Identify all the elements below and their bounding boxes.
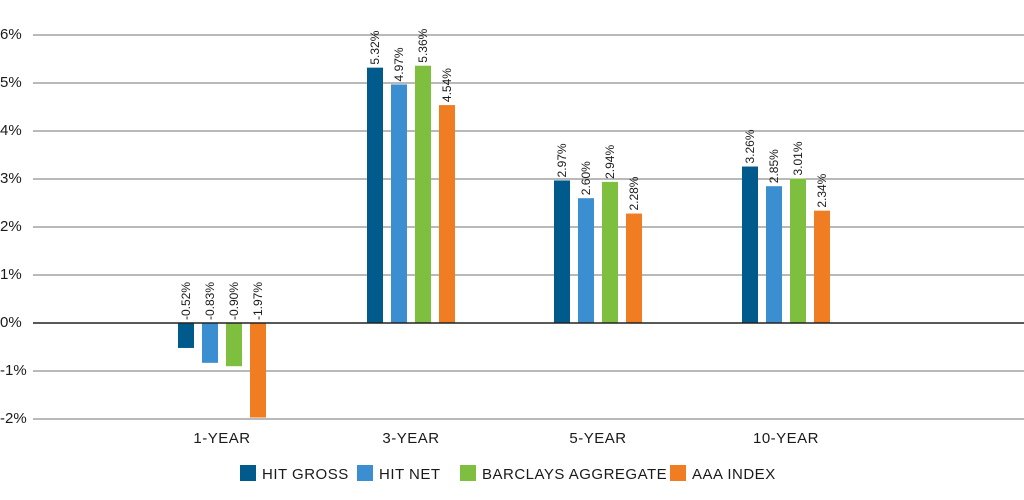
bar — [790, 178, 806, 323]
bars — [178, 65, 830, 418]
legend-label: AAA INDEX — [692, 466, 776, 483]
data-label: 2.97% — [555, 143, 569, 177]
legend-swatch — [670, 465, 686, 481]
legend-swatch — [460, 465, 476, 481]
data-label: 3.26% — [743, 129, 757, 163]
bar — [554, 180, 570, 323]
data-label: 2.34% — [815, 173, 829, 207]
data-label: -1.97% — [251, 282, 265, 320]
x-axis: 1-YEAR 3-YEAR 5-YEAR 10-YEAR — [193, 430, 819, 447]
data-label: 2.60% — [579, 161, 593, 195]
data-label: 3.01% — [791, 141, 805, 175]
legend-swatch — [240, 465, 256, 481]
bar — [250, 323, 266, 418]
data-label: -0.83% — [203, 282, 217, 320]
data-label: 5.32% — [368, 30, 382, 64]
x-tick-label: 1-YEAR — [193, 430, 250, 447]
y-tick-label: 4% — [0, 122, 22, 139]
y-tick-label: 2% — [0, 218, 22, 235]
legend: HIT GROSS HIT NET BARCLAYS AGGREGATE AAA IN… — [240, 465, 776, 483]
bar — [178, 323, 194, 348]
y-tick-label: 3% — [0, 170, 22, 187]
data-label: -0.90% — [227, 282, 241, 320]
bar — [415, 65, 431, 323]
bar — [766, 186, 782, 323]
x-tick-label: 3-YEAR — [382, 430, 439, 447]
bar — [391, 84, 407, 323]
bar — [626, 213, 642, 323]
y-tick-label: -1% — [0, 362, 27, 379]
x-tick-label: 5-YEAR — [569, 430, 626, 447]
y-tick-label: 1% — [0, 266, 22, 283]
data-label: 2.85% — [767, 149, 781, 183]
legend-swatch — [357, 465, 373, 481]
y-axis: 6% 5% 4% 3% 2% 1% 0% -1% -2% — [0, 26, 27, 427]
data-label: 5.36% — [416, 28, 430, 62]
legend-label: BARCLAYS AGGREGATE — [482, 466, 667, 483]
y-tick-label: 5% — [0, 74, 22, 91]
bar — [226, 323, 242, 367]
data-label: 4.54% — [440, 68, 454, 102]
bar — [202, 323, 218, 363]
data-label: 2.28% — [627, 176, 641, 210]
data-label: 2.94% — [603, 145, 617, 179]
legend-label: HIT GROSS — [262, 466, 349, 483]
y-tick-label: 0% — [0, 314, 22, 331]
y-tick-label: 6% — [0, 26, 22, 43]
y-tick-label: -2% — [0, 410, 27, 427]
bar — [814, 210, 830, 323]
grid-layer — [33, 34, 1024, 420]
bar — [439, 105, 455, 323]
legend-label: HIT NET — [379, 466, 441, 483]
data-label: 4.97% — [392, 47, 406, 81]
bar — [602, 181, 618, 323]
x-tick-label: 10-YEAR — [753, 430, 819, 447]
bar — [742, 166, 758, 323]
data-label: -0.52% — [179, 282, 193, 320]
value-labels: -0.52% -0.83% -0.90% -1.97% 5.32% 4.97% 5.36% 4… — [179, 28, 829, 320]
bar — [578, 198, 594, 323]
bar — [367, 67, 383, 323]
